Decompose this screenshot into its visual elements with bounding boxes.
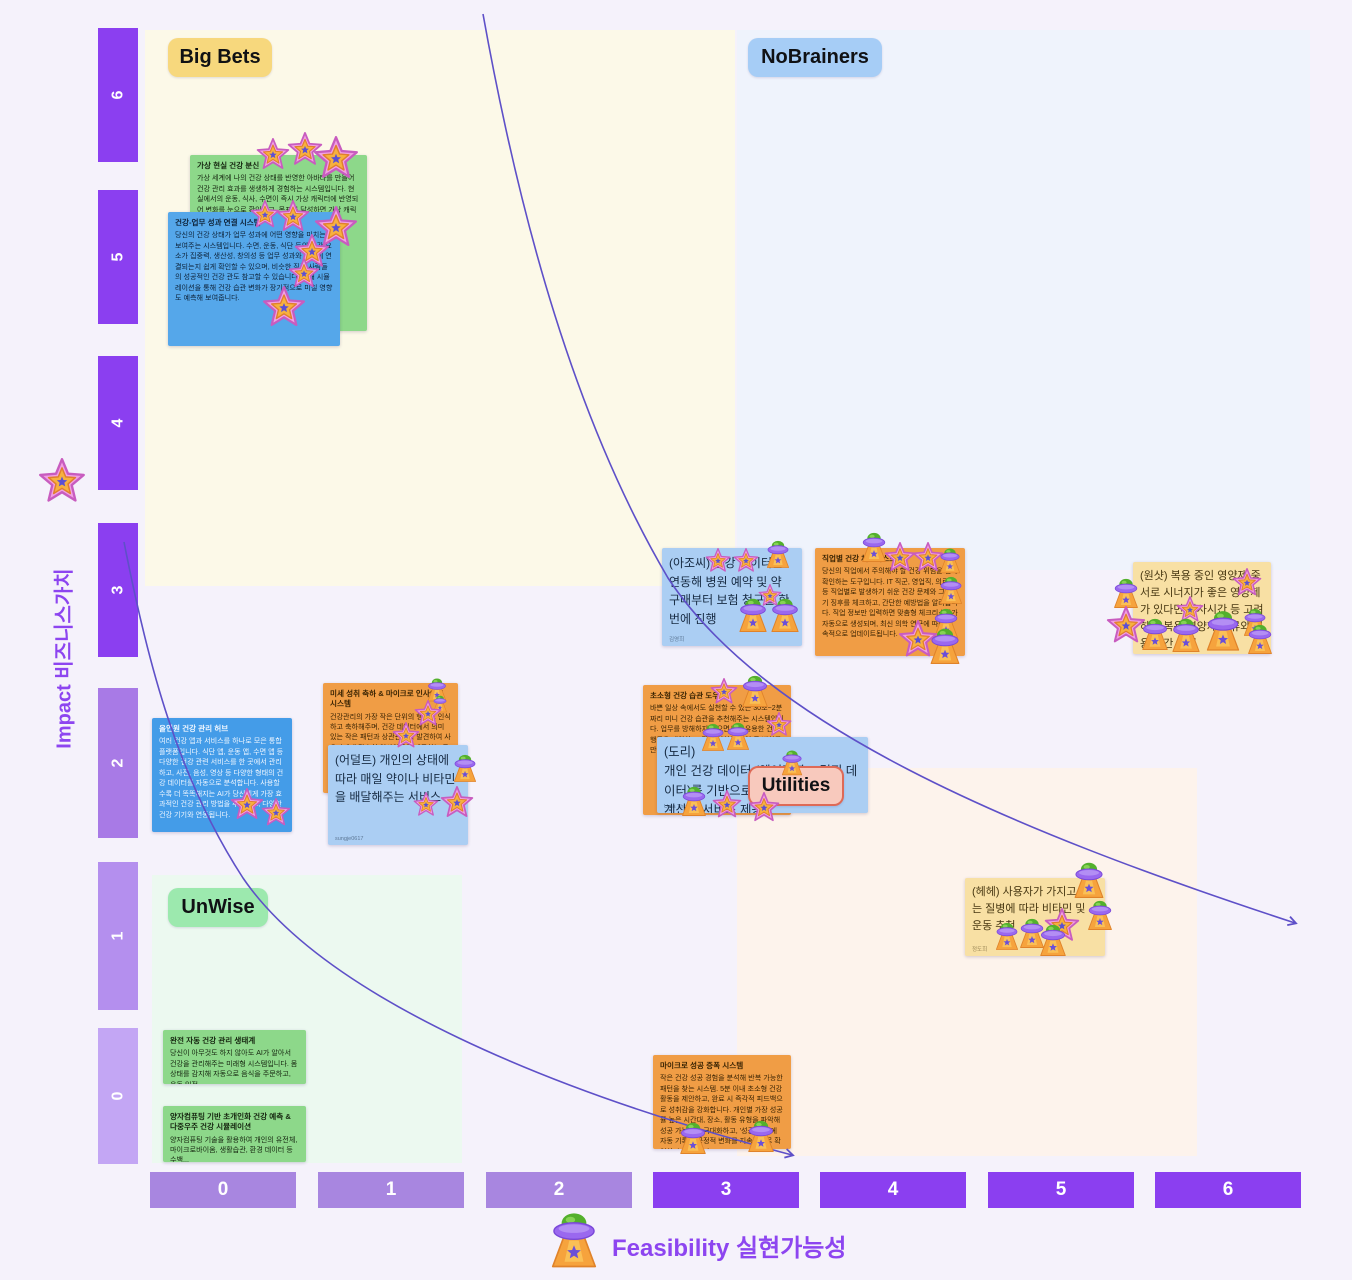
ufo-stamp-icon[interactable] xyxy=(780,750,804,776)
x-tick-2: 2 xyxy=(486,1172,632,1208)
star-stamp-icon[interactable] xyxy=(413,792,439,818)
y-tick-1: 1 xyxy=(98,862,138,1010)
star-stamp-icon[interactable] xyxy=(748,792,780,824)
impact-axis-star-icon xyxy=(38,458,86,506)
quadrant-label-big-bets[interactable]: Big Bets xyxy=(168,38,272,77)
ufo-stamp-icon[interactable] xyxy=(740,675,770,708)
note-author: sungje0617 xyxy=(335,836,364,842)
x-tick-4: 4 xyxy=(820,1172,966,1208)
x-tick-5: 5 xyxy=(988,1172,1134,1208)
ufo-stamp-icon[interactable] xyxy=(1072,862,1106,899)
y-tick-4: 4 xyxy=(98,356,138,490)
star-stamp-icon[interactable] xyxy=(712,790,742,820)
y-tick-3: 3 xyxy=(98,523,138,657)
ufo-stamp-icon[interactable] xyxy=(1038,924,1068,957)
ufo-stamp-icon[interactable] xyxy=(765,540,791,569)
ufo-stamp-icon[interactable] xyxy=(1086,900,1114,931)
ufo-stamp-icon[interactable] xyxy=(994,922,1020,951)
ufo-stamp-icon[interactable] xyxy=(1246,624,1274,655)
y-tick-6: 6 xyxy=(98,28,138,162)
ufo-stamp-icon[interactable] xyxy=(452,754,478,783)
star-stamp-icon[interactable] xyxy=(705,548,731,574)
quadrant-nobrainers-area xyxy=(737,30,1310,570)
y-tick-0: 0 xyxy=(98,1028,138,1164)
star-stamp-icon[interactable] xyxy=(1232,568,1262,598)
star-stamp-icon[interactable] xyxy=(256,138,290,172)
x-tick-0: 0 xyxy=(150,1172,296,1208)
star-stamp-icon[interactable] xyxy=(733,548,759,574)
feasibility-axis-ufo-icon xyxy=(548,1212,600,1269)
star-stamp-icon[interactable] xyxy=(313,136,359,182)
x-tick-3: 3 xyxy=(653,1172,799,1208)
ufo-stamp-icon[interactable] xyxy=(938,576,964,605)
ufo-stamp-icon[interactable] xyxy=(938,548,962,574)
quadrant-label-nobrainers[interactable]: NoBrainers xyxy=(748,38,882,77)
ufo-stamp-icon[interactable] xyxy=(700,723,726,752)
quadrant-label-unwise[interactable]: UnWise xyxy=(168,888,268,927)
star-stamp-icon[interactable] xyxy=(261,798,291,828)
ufo-stamp-icon[interactable] xyxy=(1170,618,1202,653)
star-stamp-icon[interactable] xyxy=(276,200,310,234)
x-tick-1: 1 xyxy=(318,1172,464,1208)
note-author: 정도희 xyxy=(972,947,988,953)
x-tick-6: 6 xyxy=(1155,1172,1301,1208)
y-tick-2: 2 xyxy=(98,688,138,838)
ufo-stamp-icon[interactable] xyxy=(1140,618,1170,651)
y-tick-5: 5 xyxy=(98,190,138,324)
y-axis-label: Impact 비즈니스가치 xyxy=(53,567,76,749)
ufo-stamp-icon[interactable] xyxy=(678,1122,708,1155)
ufo-stamp-icon[interactable] xyxy=(928,628,962,665)
ufo-stamp-icon[interactable] xyxy=(1112,578,1140,609)
quadrant-utilities-area xyxy=(737,768,1197,1156)
ufo-stamp-icon[interactable] xyxy=(769,598,801,633)
star-stamp-icon[interactable] xyxy=(230,788,264,822)
star-stamp-icon[interactable] xyxy=(766,712,792,738)
ufo-stamp-icon[interactable] xyxy=(746,1120,776,1153)
star-stamp-icon[interactable] xyxy=(392,722,420,750)
sticky-note-quantum-simulation[interactable]: 양자컴퓨팅 기반 초개인화 건강 예측 & 다중우주 건강 시뮬레이션 양자컴퓨… xyxy=(163,1106,306,1162)
note-author: 김영희 xyxy=(669,637,685,643)
star-stamp-icon[interactable] xyxy=(440,786,474,820)
star-stamp-icon[interactable] xyxy=(262,286,306,330)
ufo-stamp-icon[interactable] xyxy=(737,598,769,633)
ufo-stamp-icon[interactable] xyxy=(1204,610,1242,652)
star-stamp-icon[interactable] xyxy=(710,678,738,706)
ufo-stamp-icon[interactable] xyxy=(680,786,708,817)
sticky-note-full-auto-ecosystem[interactable]: 완전 자동 건강 관리 생태계 당신이 아무것도 하지 않아도 AI가 알아서 … xyxy=(163,1030,306,1084)
ufo-stamp-icon[interactable] xyxy=(725,722,751,751)
x-axis-label: Feasibility 실현가능성 xyxy=(612,1235,847,1262)
